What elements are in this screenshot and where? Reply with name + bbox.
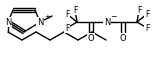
Text: N: N <box>37 17 43 26</box>
Text: N: N <box>104 17 110 26</box>
Text: O: O <box>120 34 126 43</box>
Text: N: N <box>5 17 11 26</box>
Text: F: F <box>73 5 77 14</box>
Text: F: F <box>65 24 69 33</box>
Text: +: + <box>44 14 50 20</box>
Text: O: O <box>88 34 94 43</box>
Text: F: F <box>137 5 141 14</box>
Text: F: F <box>145 24 149 33</box>
Text: F: F <box>145 10 149 19</box>
Text: F: F <box>65 10 69 19</box>
Text: −: − <box>110 12 116 22</box>
